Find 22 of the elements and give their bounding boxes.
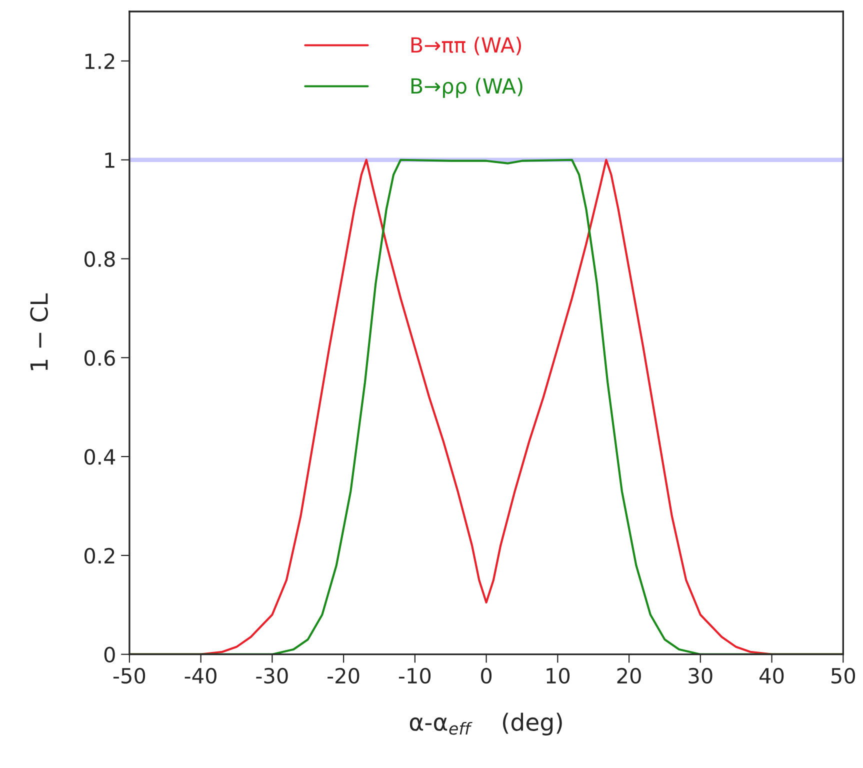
x-tick-label: -40: [184, 668, 216, 684]
x-tick-label: 50: [832, 668, 856, 684]
y-tick-label: 0.4: [84, 449, 116, 465]
x-tick-label: 0: [481, 668, 492, 684]
x-tick-label: -20: [328, 668, 360, 684]
x-tick-label: -30: [256, 668, 288, 684]
x-tick-label: 20: [617, 668, 641, 684]
y-tick-label: 0.2: [84, 548, 114, 564]
x-tick-label: -50: [113, 668, 146, 684]
y-axis-title: 1 − CL: [30, 293, 48, 370]
y-tick-label: 0.6: [84, 350, 115, 366]
y-tick-label: 1.2: [85, 53, 114, 69]
y-tick-label: 0: [104, 646, 115, 663]
x-tick-label: 10: [546, 668, 570, 684]
text: α-α$_{eff}$ (deg): [410, 712, 562, 736]
legend-label: B→ππ (WA): [411, 36, 522, 56]
x-tick-label: -10: [398, 668, 431, 684]
y-tick-label: 0.8: [84, 251, 115, 267]
x-tick-label: 30: [688, 668, 712, 684]
legend-label: B→ρρ (WA): [411, 78, 522, 98]
x-tick-label: 40: [760, 668, 784, 684]
y-tick-label: 1: [105, 152, 114, 168]
